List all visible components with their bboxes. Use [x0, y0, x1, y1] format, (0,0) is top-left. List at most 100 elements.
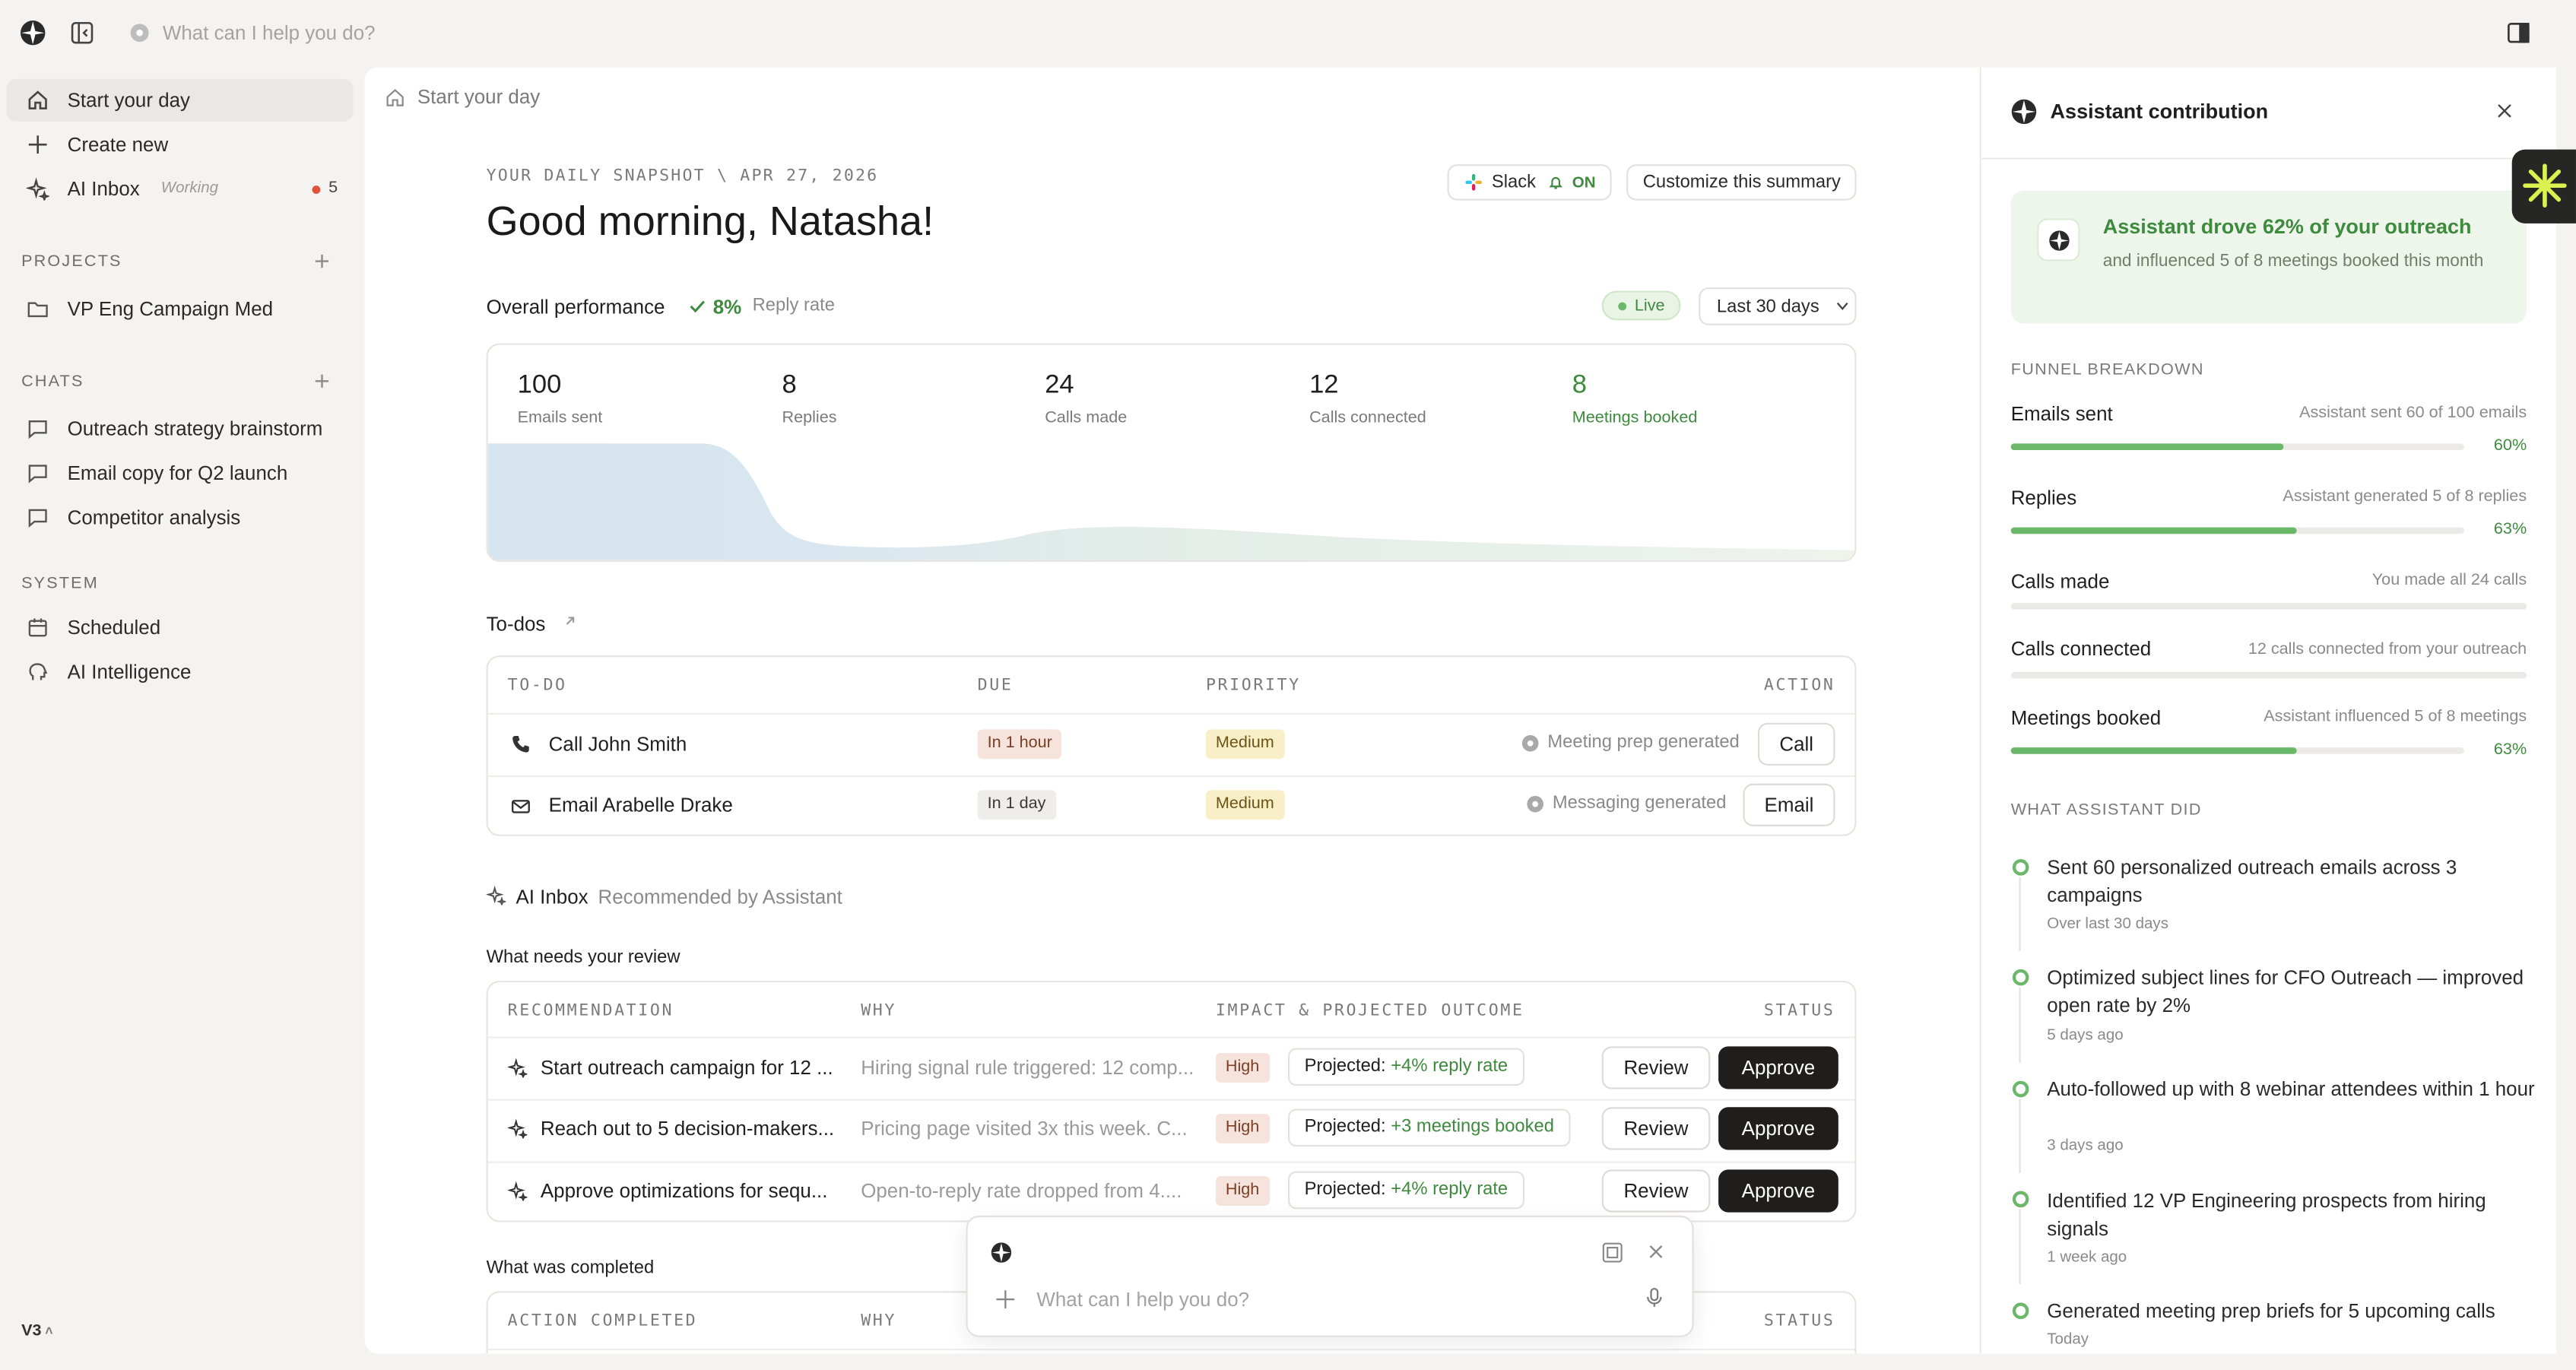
expand-icon[interactable]	[1602, 1242, 1623, 1263]
floating-assistant-widget[interactable]	[2511, 149, 2576, 224]
table-row: Start outreach campaign for 12 ... Hirin…	[488, 1039, 1855, 1099]
chevron-up-icon: ˄	[41, 1324, 53, 1339]
home-icon	[385, 87, 406, 109]
slack-status: ON	[1572, 174, 1596, 192]
sidebar-item-create-new[interactable]: Create new	[7, 123, 354, 166]
approve-button[interactable]: Approve	[1718, 1169, 1838, 1213]
attach-plus-icon[interactable]	[995, 1289, 1015, 1309]
calendar-icon	[27, 616, 49, 639]
reply-rate-value: 8%	[712, 295, 742, 319]
timeline-line	[2019, 1209, 2021, 1285]
funnel-name: Calls connected	[2010, 637, 2152, 661]
sidebar-item-chat[interactable]: Email copy for Q2 launch	[7, 452, 354, 494]
projected-label: Projected:	[1304, 1179, 1386, 1200]
email-button[interactable]: Email	[1743, 783, 1835, 826]
assistant-logo-icon	[2037, 218, 2080, 262]
sidebar-item-project[interactable]: VP Eng Campaign Med	[7, 287, 354, 330]
add-chat-icon[interactable]	[310, 369, 333, 392]
funnel-header: FUNNEL BREAKDOWN	[2010, 361, 2204, 380]
todo-note: Meeting prep generated	[1547, 732, 1740, 753]
close-icon[interactable]	[1646, 1242, 1666, 1261]
stat-label: Calls made	[1045, 409, 1128, 427]
projected-outcome: Projected: +4% reply rate	[1287, 1048, 1524, 1086]
date-range-dropdown[interactable]: Last 30 days	[1699, 287, 1857, 325]
recommendation-why: Hiring signal rule triggered: 12 comp...	[861, 1056, 1194, 1080]
divider	[1981, 157, 2557, 160]
funnel-area-chart	[487, 443, 1855, 560]
microphone-icon[interactable]	[1646, 1287, 1663, 1308]
slack-label: Slack	[1491, 172, 1537, 192]
call-button[interactable]: Call	[1757, 722, 1835, 766]
global-search-input[interactable]: What can I help you do?	[162, 21, 376, 45]
slack-toggle[interactable]: Slack ON	[1447, 164, 1612, 201]
divider	[487, 1036, 1855, 1039]
composer-input[interactable]: What can I help you do?	[1036, 1287, 1250, 1311]
funnel-name: Emails sent	[2010, 402, 2113, 426]
funnel-name: Meetings booked	[2010, 706, 2162, 730]
check-icon	[688, 297, 706, 316]
stat-value: 8	[1572, 371, 1588, 400]
funnel-bar	[2010, 671, 2527, 679]
projected-label: Projected:	[1304, 1056, 1386, 1077]
performance-card: 100 Emails sent 8 Replies 24 Calls made …	[486, 343, 1857, 562]
sidebar-item-start-your-day[interactable]: Start your day	[6, 78, 354, 122]
todo-task: Call John Smith	[548, 732, 687, 756]
activity-time: 3 days ago	[2047, 1137, 2124, 1155]
sidebar-item-label: Outreach strategy brainstorm	[67, 417, 323, 441]
column-header: RECOMMENDATION	[507, 1002, 674, 1020]
sidebar-item-label: AI Intelligence	[67, 660, 192, 683]
ai-inbox-subtitle: Recommended by Assistant	[598, 885, 842, 909]
panel-title: Assistant contribution	[2050, 100, 2269, 124]
sidebar-item-ai-inbox[interactable]: AI Inbox Working 5	[7, 167, 354, 210]
reply-rate-label: Reply rate	[752, 295, 835, 316]
close-panel-icon[interactable]	[2495, 102, 2514, 120]
divider	[487, 1348, 1855, 1351]
toggle-right-panel-icon[interactable]	[2507, 21, 2530, 44]
home-icon	[27, 89, 49, 112]
funnel-bar	[2010, 443, 2465, 451]
ai-inbox-title: AI Inbox	[516, 885, 588, 909]
sidebar-item-ai-intelligence[interactable]: AI Intelligence	[7, 651, 354, 693]
approve-button[interactable]: Approve	[1718, 1107, 1838, 1150]
sidebar-item-label: VP Eng Campaign Med	[67, 297, 274, 321]
ai-inbox-status: Working	[160, 179, 219, 198]
review-button[interactable]: Review	[1601, 1046, 1711, 1089]
sparkle-icon	[507, 1181, 528, 1201]
divider	[487, 1099, 1855, 1101]
funnel-percent: 63%	[2493, 740, 2527, 760]
recommendation[interactable]: Reach out to 5 decision-makers...	[540, 1117, 835, 1140]
ai-inbox-count: 5	[328, 179, 338, 198]
sidebar-item-chat[interactable]: Competitor analysis	[7, 496, 354, 539]
activity-time: 5 days ago	[2047, 1026, 2124, 1045]
funnel-name: Calls made	[2010, 569, 2110, 594]
hero-subtitle: and influenced 5 of 8 meetings booked th…	[2102, 251, 2484, 271]
what-assistant-did-header: WHAT ASSISTANT DID	[2010, 801, 2202, 820]
sidebar-item-label: Competitor analysis	[67, 506, 241, 529]
due-badge: In 1 day	[977, 790, 1056, 820]
funnel-desc: Assistant influenced 5 of 8 meetings	[2264, 708, 2527, 727]
external-link-icon[interactable]	[563, 614, 576, 627]
customize-summary-button[interactable]: Customize this summary	[1626, 164, 1857, 201]
impact-badge: High	[1215, 1113, 1270, 1143]
sparkle-icon	[486, 885, 506, 905]
date-range-label: Last 30 days	[1716, 297, 1819, 318]
add-project-icon[interactable]	[310, 249, 333, 272]
recommendation[interactable]: Start outreach campaign for 12 ...	[540, 1056, 833, 1080]
review-button[interactable]: Review	[1601, 1107, 1711, 1150]
priority-badge: Medium	[1205, 790, 1284, 820]
activity-time: Over last 30 days	[2047, 915, 2168, 934]
sidebar-item-label: Start your day	[67, 88, 190, 112]
collapse-sidebar-icon[interactable]	[71, 21, 94, 44]
column-header: WHY	[861, 1002, 897, 1020]
sidebar-item-scheduled[interactable]: Scheduled	[7, 606, 354, 649]
approve-button[interactable]: Approve	[1718, 1046, 1838, 1089]
activity-time: 1 week ago	[2047, 1248, 2127, 1267]
review-button[interactable]: Review	[1601, 1169, 1711, 1213]
column-header: PRIORITY	[1205, 677, 1301, 695]
sidebar-item-chat[interactable]: Outreach strategy brainstorm	[7, 408, 354, 450]
version-selector[interactable]: V3 ˄	[21, 1322, 52, 1340]
table-row: Approve optimizations for sequ... Open-t…	[488, 1163, 1855, 1221]
app-logo[interactable]	[20, 20, 46, 46]
projected-outcome: Projected: +4% reply rate	[1287, 1171, 1524, 1210]
recommendation[interactable]: Approve optimizations for sequ...	[540, 1179, 828, 1203]
